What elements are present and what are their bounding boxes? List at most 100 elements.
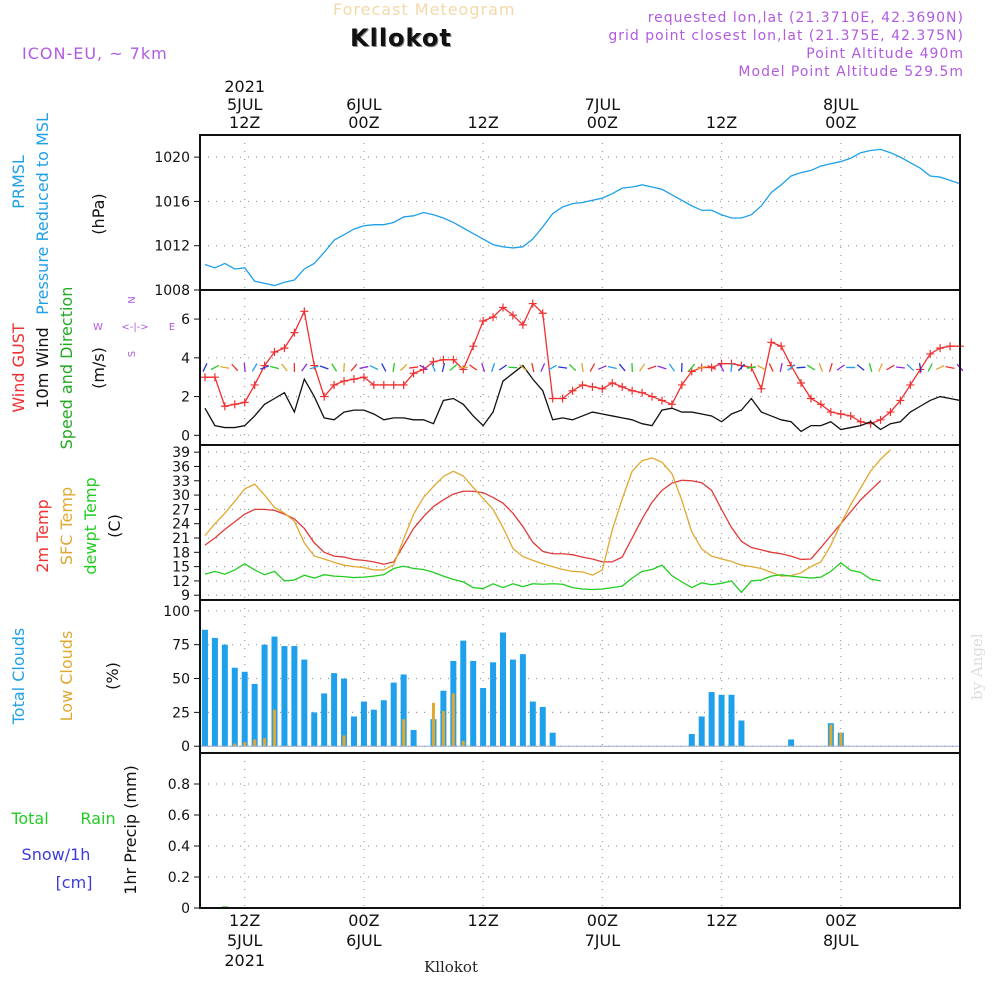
total-cloud-bar: [301, 659, 308, 747]
gust-marker: [310, 361, 319, 370]
top-hour-label: 12Z: [229, 113, 260, 132]
wind-arrow: [757, 364, 766, 371]
rain-label: Rain: [80, 809, 115, 828]
wind-arrow: [558, 366, 568, 369]
gust-marker: [330, 380, 339, 389]
gust-marker: [449, 355, 458, 364]
bottom-hour-label: 12Z: [706, 911, 737, 930]
total-cloud-bar: [728, 694, 735, 747]
y-tick-label: 4: [181, 351, 190, 367]
total-cloud-bar: [500, 632, 507, 747]
wind-arrow: [906, 363, 915, 372]
gust-marker: [816, 400, 825, 409]
total-cloud-bar: [360, 701, 367, 747]
pressure-unit-label: (hPa): [89, 193, 108, 234]
top-hour-label: 00Z: [348, 113, 379, 132]
bottom-hour-label: 00Z: [348, 911, 379, 930]
total-cloud-bar: [321, 693, 328, 747]
low-cloud-bar: [253, 739, 257, 747]
compass-n: N: [127, 296, 138, 303]
wind-arrow: [806, 364, 816, 371]
wind-arrow: [369, 365, 379, 370]
panel-frame: [199, 134, 961, 291]
low-cloud-bar: [233, 743, 237, 747]
2m-temp-line: [204, 479, 881, 565]
gust-marker: [856, 417, 865, 426]
y-tick-label: 0.2: [168, 870, 190, 886]
total-cloud-bar: [261, 644, 268, 747]
gust-marker: [528, 299, 537, 308]
compass-e: E: [169, 322, 175, 333]
total-cloud-bar: [490, 662, 497, 747]
wind-arrow: [787, 364, 795, 371]
gust-marker: [508, 311, 517, 320]
gust-marker: [558, 394, 567, 403]
y-tick-label: 12: [172, 574, 190, 590]
snow-label: Snow/1h: [22, 845, 91, 864]
gust-marker: [946, 342, 955, 351]
total-cloud-bar: [698, 716, 705, 747]
gust-marker: [439, 355, 448, 364]
dewpt-temp-line: [204, 561, 881, 594]
total-cloud-bar: [410, 729, 417, 747]
total-cloud-bar: [370, 709, 377, 747]
wind-arrow: [688, 363, 696, 372]
total-cloud-bar: [380, 700, 387, 747]
gust-marker: [280, 344, 289, 353]
wind-arrow: [548, 364, 557, 371]
wind-arrow: [836, 364, 845, 371]
y-tick-label: 2: [181, 390, 190, 406]
temp-unit-label: (C): [105, 514, 124, 538]
bottom-hour-label: 00Z: [825, 911, 856, 930]
gust-marker: [469, 342, 478, 351]
pressure-label-2: Pressure Reduced to MSL: [33, 113, 52, 315]
top-hour-label: 00Z: [825, 113, 856, 132]
wind-arrow: [449, 364, 458, 371]
top-day-label: 8JUL: [823, 95, 859, 114]
gust-marker: [926, 349, 935, 358]
wind-arrow: [730, 362, 733, 373]
gust-marker: [479, 317, 488, 325]
gust-marker: [598, 384, 607, 393]
total-cloud-bar: [311, 712, 318, 747]
y-tick-label: 18: [172, 545, 190, 561]
bottom-day-label: 6JUL: [346, 931, 382, 950]
total-cloud-bar: [480, 688, 487, 747]
gust-marker: [588, 382, 597, 391]
total-cloud-bar: [271, 636, 278, 747]
gust-marker: [518, 320, 527, 329]
wind-arrow: [768, 363, 774, 372]
bottom-day-label: 5JUL: [227, 931, 263, 950]
model-label: ICON-EU, ~ 7km: [22, 44, 168, 63]
y-tick-label: 0: [181, 901, 190, 917]
gust-marker: [876, 415, 885, 424]
top-day-label: 6JUL: [346, 95, 382, 114]
sfc-temp-line: [204, 449, 891, 577]
wind-arrow: [856, 364, 865, 371]
gust-marker: [459, 365, 468, 374]
total-cloud-bar: [509, 659, 516, 747]
gust-marker: [290, 328, 299, 337]
gust-marker: [379, 380, 388, 389]
low-cloud-bar: [243, 742, 247, 747]
wind-arrow: [498, 364, 508, 371]
wind-arrow: [718, 363, 725, 372]
y-tick-label: 33: [172, 474, 190, 490]
gust-marker: [777, 342, 786, 351]
total-cloud-bar: [460, 640, 467, 747]
gust-marker: [806, 394, 815, 403]
clouds-unit-label: (%): [103, 662, 122, 690]
wind-arrow: [945, 366, 955, 369]
wind-arrow: [243, 362, 246, 373]
wind-arrow: [392, 362, 396, 373]
compass-w: W: [93, 322, 103, 333]
total-cloud-bar: [539, 706, 546, 747]
bottom-year-label: 2021: [224, 951, 265, 970]
wind-arrow: [331, 363, 338, 372]
wind-arrow: [431, 363, 436, 372]
gust-marker: [210, 373, 219, 382]
top-hour-label: 12Z: [467, 113, 498, 132]
wind-arrow: [639, 363, 646, 372]
gust-marker: [648, 392, 657, 401]
